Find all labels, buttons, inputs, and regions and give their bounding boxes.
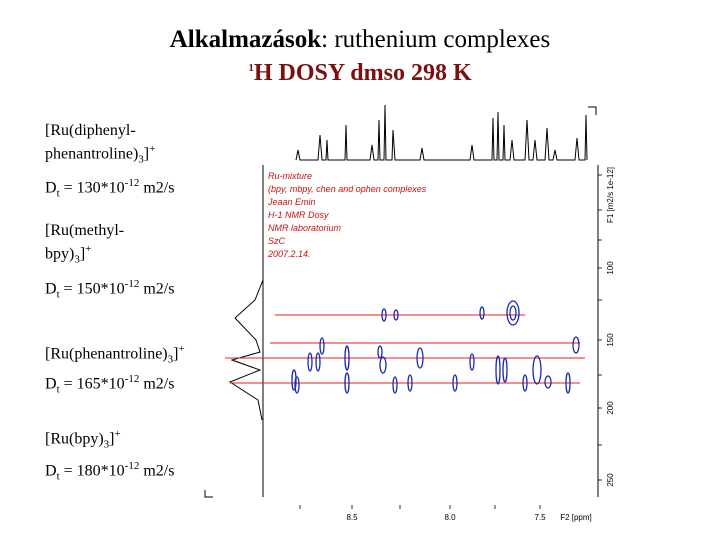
diffusion: Dt = 165*10-12 m2/s [45, 373, 174, 396]
text: [Ru(diphenyl- [45, 122, 136, 139]
subscript: 3 [138, 153, 144, 166]
text: m2/s [139, 179, 175, 197]
superscript: + [114, 428, 121, 440]
note-line: (bpy, mbpy, chen and ophen complexes [268, 184, 427, 194]
diffusion: Dt = 150*10-12 m2/s [45, 278, 174, 301]
note-line: SzC [268, 236, 286, 246]
y-tick-label: 150 [606, 333, 615, 347]
x-tick-label: 8.0 [444, 513, 456, 522]
text: D [45, 462, 57, 480]
x-tick-label: 7.5 [534, 513, 546, 522]
text: = 165*10 [59, 375, 125, 393]
projection-1d [228, 104, 588, 421]
subscript: t [56, 470, 60, 483]
title: Alkalmazások: ruthenium complexes [0, 26, 720, 54]
superscript: + [149, 143, 156, 155]
superscript: + [85, 243, 92, 255]
note-line: H-1 NMR Dosy [268, 210, 329, 220]
superscript: + [178, 343, 185, 355]
formula: [Ru(phenantroline)3]+ [45, 343, 185, 366]
subscript: t [56, 288, 60, 301]
diffusion: Dt = 180*10-12 m2/s [45, 460, 174, 483]
y-tick-label: 250 [606, 473, 615, 487]
text: ] [173, 345, 179, 363]
note-line: NMR laboratorium [268, 223, 342, 233]
superscript: -12 [124, 373, 140, 385]
y-axis-title: F1 [m2/s 1e-12] [606, 167, 615, 223]
subscript: 3 [167, 353, 174, 366]
subscript: t [56, 187, 60, 200]
formula: [Ru(methyl- [45, 222, 124, 240]
superscript: 1 [248, 62, 254, 74]
text: [Ru(phenantroline) [45, 345, 168, 363]
text: D [45, 280, 57, 298]
subscript: 3 [74, 253, 80, 266]
superscript: -12 [124, 278, 140, 290]
note-line: Jeaan Emin [267, 197, 316, 207]
formula: bpy)3]+ [45, 243, 91, 266]
text: ] [109, 430, 115, 448]
diffusion-lines [225, 314, 585, 384]
x-axis-title: F2 [ppm] [560, 513, 592, 522]
title-rest: : ruthenium complexes [321, 26, 551, 53]
formula: [Ru(diphenyl- [45, 122, 136, 140]
superscript: -12 [124, 177, 140, 189]
text: [Ru(bpy) [45, 430, 104, 448]
text: phenantroline) [45, 145, 139, 163]
title-bold: Alkalmazások [169, 26, 322, 53]
contours [291, 300, 580, 394]
text: D [45, 375, 57, 393]
subtitle: 1H DOSY dmso 298 K [0, 60, 720, 87]
y-tick-label: 200 [606, 401, 615, 415]
text: m2/s [139, 462, 175, 480]
text: = 180*10 [59, 462, 125, 480]
frame [204, 106, 602, 509]
superscript: -12 [124, 460, 140, 472]
text: [Ru(methyl- [45, 222, 125, 239]
subscript: t [56, 383, 60, 396]
y-tick-label: 100 [606, 261, 615, 275]
formula: phenantroline)3]+ [45, 143, 155, 166]
text: = 130*10 [59, 179, 125, 197]
x-tick-label: 8.5 [346, 513, 358, 522]
formula: [Ru(bpy)3]+ [45, 428, 121, 451]
text: = 150*10 [59, 280, 125, 298]
text: m2/s [139, 375, 175, 393]
axis-labels: 8.5 8.0 7.5 F2 [ppm] 100 150 200 250 F1 [m2/s 1e… [346, 167, 615, 522]
text: ] [79, 245, 86, 263]
text: bpy) [45, 245, 75, 263]
note-line: Ru-mixture [268, 171, 312, 181]
text: m2/s [139, 280, 175, 298]
note-line: 2007.2.14. [267, 249, 311, 259]
subscript: 3 [103, 438, 110, 451]
diffusion: Dt = 130*10-12 m2/s [45, 177, 174, 200]
annotation: Ru-mixture (bpy, mbpy, chen and ophen com… [267, 171, 427, 259]
subtitle-text: H DOSY dmso 298 K [253, 60, 472, 86]
text: ] [143, 145, 150, 163]
text: D [45, 179, 57, 197]
